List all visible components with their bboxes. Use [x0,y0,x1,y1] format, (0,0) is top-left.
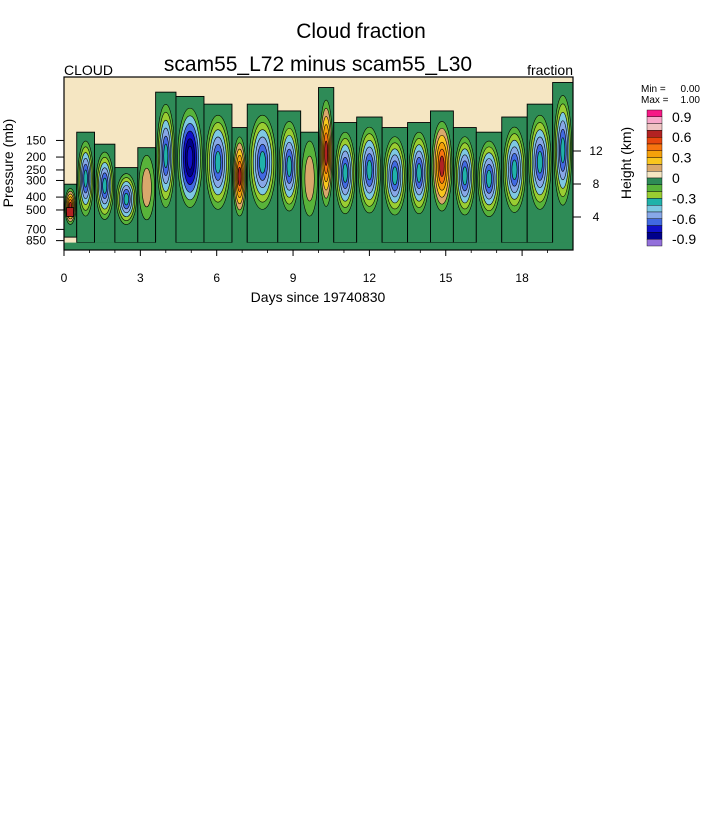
y2-tick-label: 12 [589,144,603,158]
colorbar-box [646,123,663,131]
colorbar-label: 0 [672,170,680,186]
contour-band [511,159,518,180]
plot-area [64,77,573,250]
y-tick-label: 850 [26,234,46,248]
colorbar-box [646,109,663,118]
y2-axis-label: Height (km) [618,127,634,199]
variable-label: CLOUD [64,62,113,78]
contour-band [391,166,398,186]
low-cloud-deck [64,242,573,250]
y-tick-label: 700 [26,222,46,236]
colorbar-box [646,164,663,172]
contour-band [102,177,108,194]
colorbar-label: 0.3 [672,150,692,166]
contour-band [259,151,266,174]
colorbar-box [646,130,663,138]
chart-subtitle: scam55_L72 minus scam55_L30 [164,53,472,76]
y-tick-label: 300 [26,173,46,187]
contour-band [416,163,422,183]
colorbar-box [646,116,663,124]
y-tick-label: 500 [26,203,46,217]
x-tick-label: 12 [363,271,377,285]
colorbar-box [646,218,663,226]
contour-band [304,155,315,202]
colorbar-label: -0.6 [672,211,696,227]
contour-band [141,167,152,208]
contour-band [186,146,194,170]
colorbar-box [646,238,663,247]
y-axis-label: Pressure (mb) [0,119,16,208]
contour-band [560,137,566,164]
max-value: 1.00 [681,95,701,106]
colorbar-box [646,211,663,220]
y-tick-label: 250 [26,163,46,177]
positive-anomaly-core [66,207,74,217]
x-axis: 0 3 6 9 12 15 18 [61,250,548,285]
colorbar-box [646,143,663,152]
x-tick-label: 18 [515,271,529,285]
contour-band [366,159,373,181]
colorbar-label: 0.9 [672,109,692,125]
contour-band [462,166,468,186]
x-tick-label: 0 [61,271,68,285]
contour-band [163,143,169,169]
colorbar-box [646,191,663,199]
colorbar: 0.9 0.6 0.3 0 -0.3 -0.6 -0.9 [646,109,696,247]
colorbar-box [646,170,663,179]
y-tick-label: 200 [26,150,46,164]
x-tick-label: 3 [137,271,144,285]
colorbar-box [646,184,663,192]
x-tick-label: 15 [439,271,453,285]
colorbar-box [646,150,663,158]
colorbar-box [646,225,663,233]
colorbar-box [646,177,663,186]
y2-tick-label: 4 [593,210,600,224]
y-tick-label: 400 [26,190,46,204]
x-tick-label: 9 [290,271,297,285]
colorbar-box [646,204,663,213]
colorbar-label: 0.6 [672,129,692,145]
colorbar-box [646,157,663,165]
contour-band [123,192,129,206]
min-label: Min = [641,84,666,95]
chart-title: Cloud fraction [296,20,426,43]
stats-box: Min = 0.00 Max = 1.00 [641,84,700,106]
contour-band [324,140,328,166]
colorbar-label: -0.9 [672,231,696,247]
contour-band [342,163,348,183]
contour-band [286,155,292,177]
contour-band [214,151,222,174]
contour-band [237,166,242,186]
colorbar-box [646,198,663,206]
y2-tick-label: 8 [593,177,600,191]
colorbar-box [646,136,663,145]
x-axis-label: Days since 19740830 [251,289,386,305]
contour-band [537,151,543,174]
contour-band [486,169,492,188]
units-label: fraction [527,62,573,78]
min-value: 0.00 [681,84,701,95]
colorbar-label: -0.3 [672,190,696,206]
x-tick-label: 6 [213,271,220,285]
max-label: Max = [641,95,669,106]
y-axis-height: 12 8 4 [573,144,603,224]
y-tick-label: 150 [26,133,46,147]
colorbar-box [646,232,663,240]
contour-band [83,169,88,188]
contour-band [439,155,445,177]
